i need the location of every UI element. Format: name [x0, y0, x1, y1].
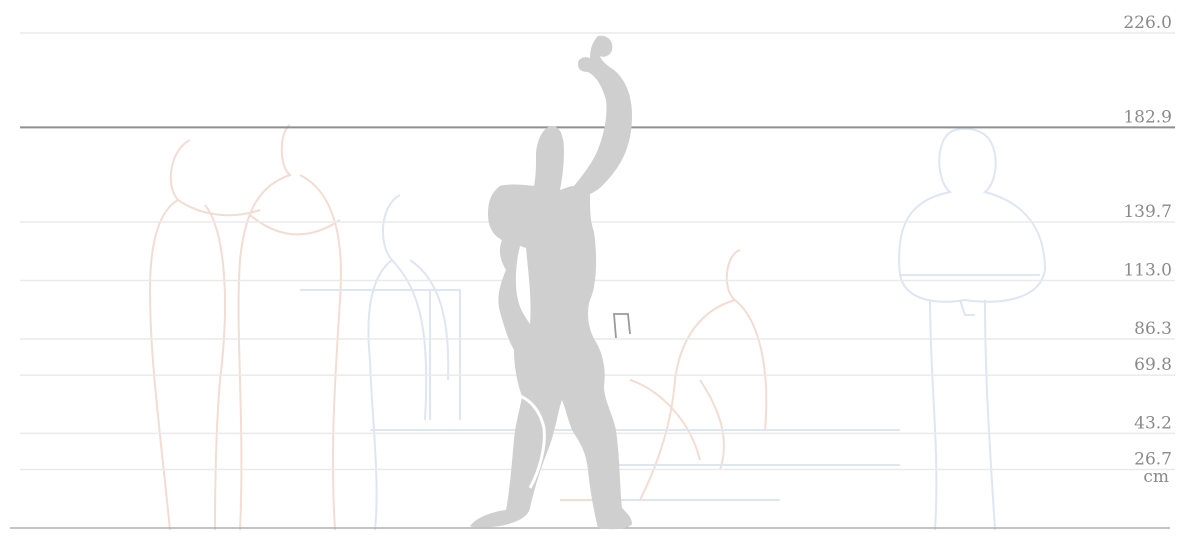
sketch-table-lines: [370, 429, 900, 501]
measurement-label: 43.2: [1134, 413, 1172, 433]
measurement-label: 69.8: [1134, 355, 1172, 375]
figure-arm-gap: [515, 246, 531, 324]
sketch-figure-right: [898, 127, 1047, 531]
sketch-figure-seated: [560, 249, 768, 501]
measurement-label: 182.9: [1123, 107, 1172, 127]
modulor-man-figure: [470, 35, 632, 530]
measurement-label: 139.7: [1123, 202, 1172, 222]
spiral-symbol: [613, 313, 631, 339]
measurement-label: 86.3: [1134, 319, 1172, 339]
measurement-labels: 226.0 182.9 139.7 113.0 86.3 69.8 43.2 26.7: [1123, 13, 1172, 470]
measurement-label: 26.7: [1134, 450, 1172, 470]
measurement-label: 113.0: [1123, 261, 1172, 281]
unit-label: cm: [1143, 467, 1169, 487]
sketch-figure-left-3: [300, 194, 461, 531]
figure-leg-outline: [519, 394, 546, 489]
sketch-figure-left-1: [148, 139, 261, 531]
measurement-label: 226.0: [1123, 13, 1172, 33]
